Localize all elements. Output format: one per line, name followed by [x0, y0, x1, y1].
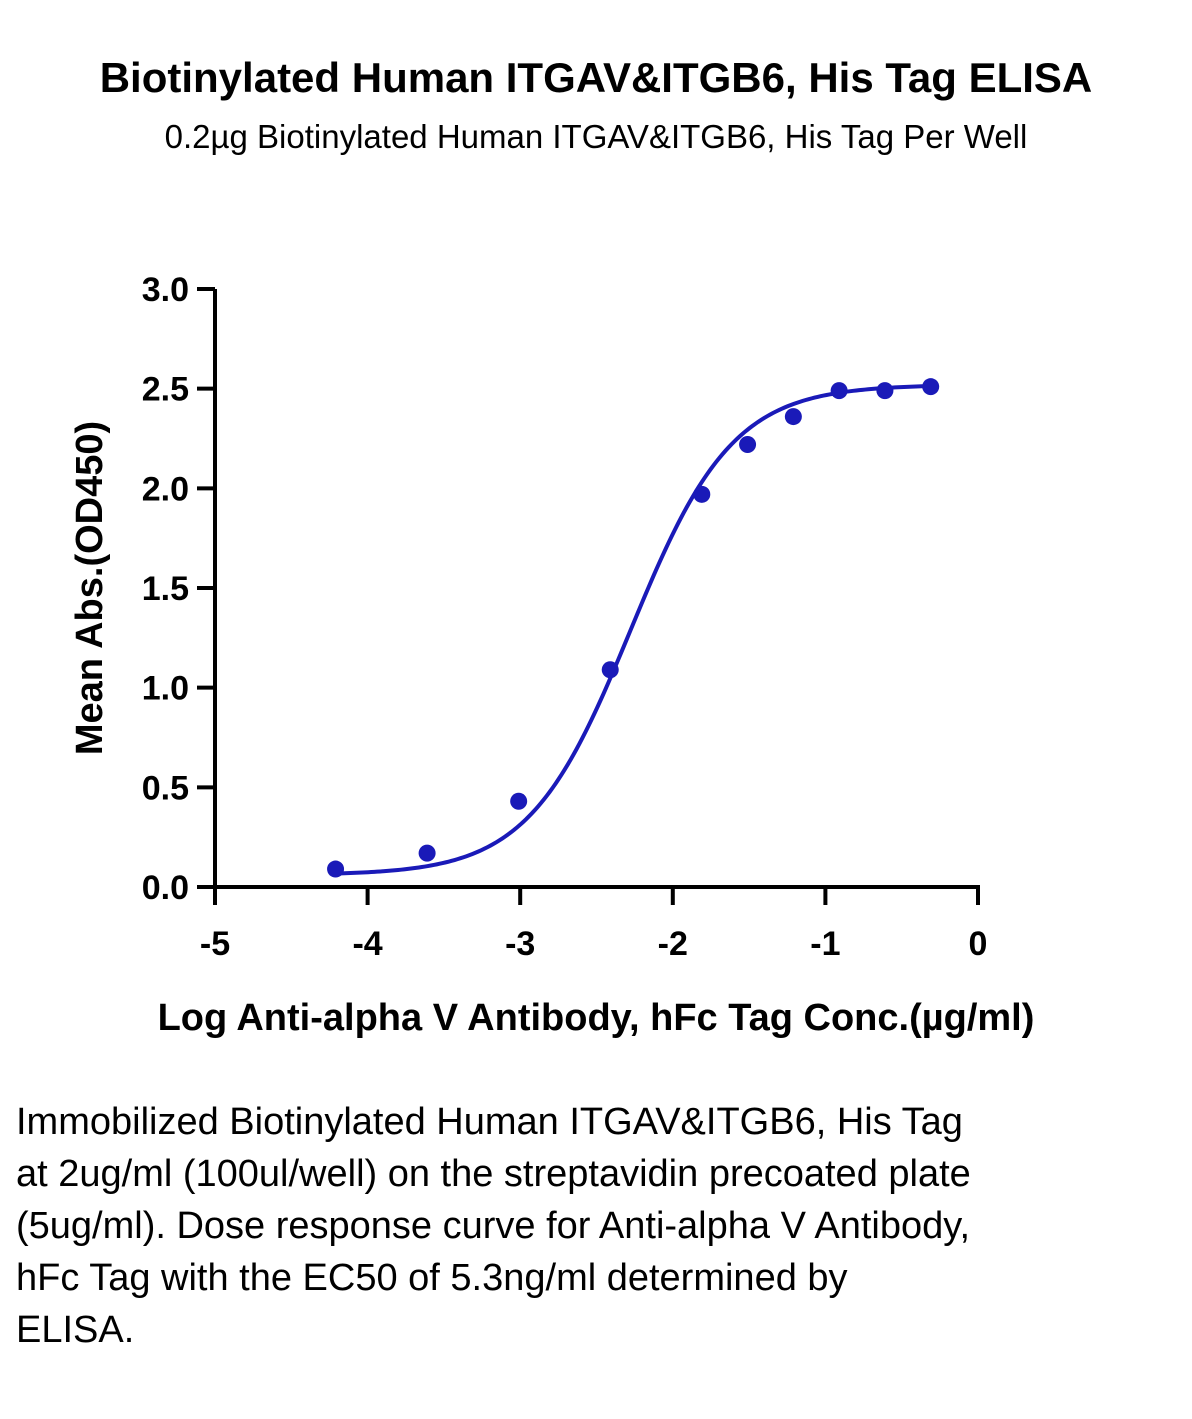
y-tick-label: 3.0	[142, 271, 189, 309]
chart-ticks: 0.0 0.5 1.0 1.5 2.0 2.5 3.0 -5 -4 -3 -2 -1 0	[142, 271, 988, 963]
data-point	[922, 378, 940, 396]
figure-caption: Immobilized Biotinylated Human ITGAV&ITG…	[16, 1101, 971, 1351]
data-point	[739, 435, 757, 453]
x-tick-label: -4	[352, 925, 382, 963]
x-tick-label: -5	[200, 925, 230, 963]
fit-curve-layer	[335, 384, 931, 876]
data-point	[784, 408, 802, 426]
y-tick-label: 2.0	[142, 470, 189, 508]
y-tick-label: 1.0	[142, 670, 189, 708]
y-tick-label: 0.0	[142, 869, 189, 907]
chart-subtitle: 0.2µg Biotinylated Human ITGAV&ITGB6, Hi…	[164, 118, 1028, 155]
data-point	[693, 485, 711, 503]
y-axis-label: Mean Abs.(OD450)	[69, 421, 111, 755]
x-axis-label: Log Anti-alpha V Antibody, hFc Tag Conc.…	[158, 997, 1035, 1039]
x-tick-label: 0	[969, 925, 988, 963]
chart-title: Biotinylated Human ITGAV&ITGB6, His Tag …	[99, 54, 1093, 101]
data-point	[601, 661, 619, 679]
elisa-dose-response-chart: 0.0 0.5 1.0 1.5 2.0 2.5 3.0 -5 -4 -3 -2 -1 0 Mean Ab…	[69, 271, 1035, 1039]
data-point	[510, 792, 528, 810]
data-point	[830, 382, 848, 400]
y-tick-label: 0.5	[142, 769, 189, 807]
x-tick-label: -2	[658, 925, 688, 963]
y-tick-label: 1.5	[142, 570, 189, 608]
x-tick-label: -3	[505, 925, 535, 963]
data-points-layer	[327, 378, 940, 878]
x-tick-label: -1	[810, 925, 840, 963]
data-point	[876, 382, 894, 400]
y-tick-label: 2.5	[142, 371, 189, 409]
data-point	[418, 844, 436, 862]
fit-curve	[335, 384, 931, 876]
chart-axes	[213, 289, 980, 889]
data-point	[327, 860, 345, 878]
